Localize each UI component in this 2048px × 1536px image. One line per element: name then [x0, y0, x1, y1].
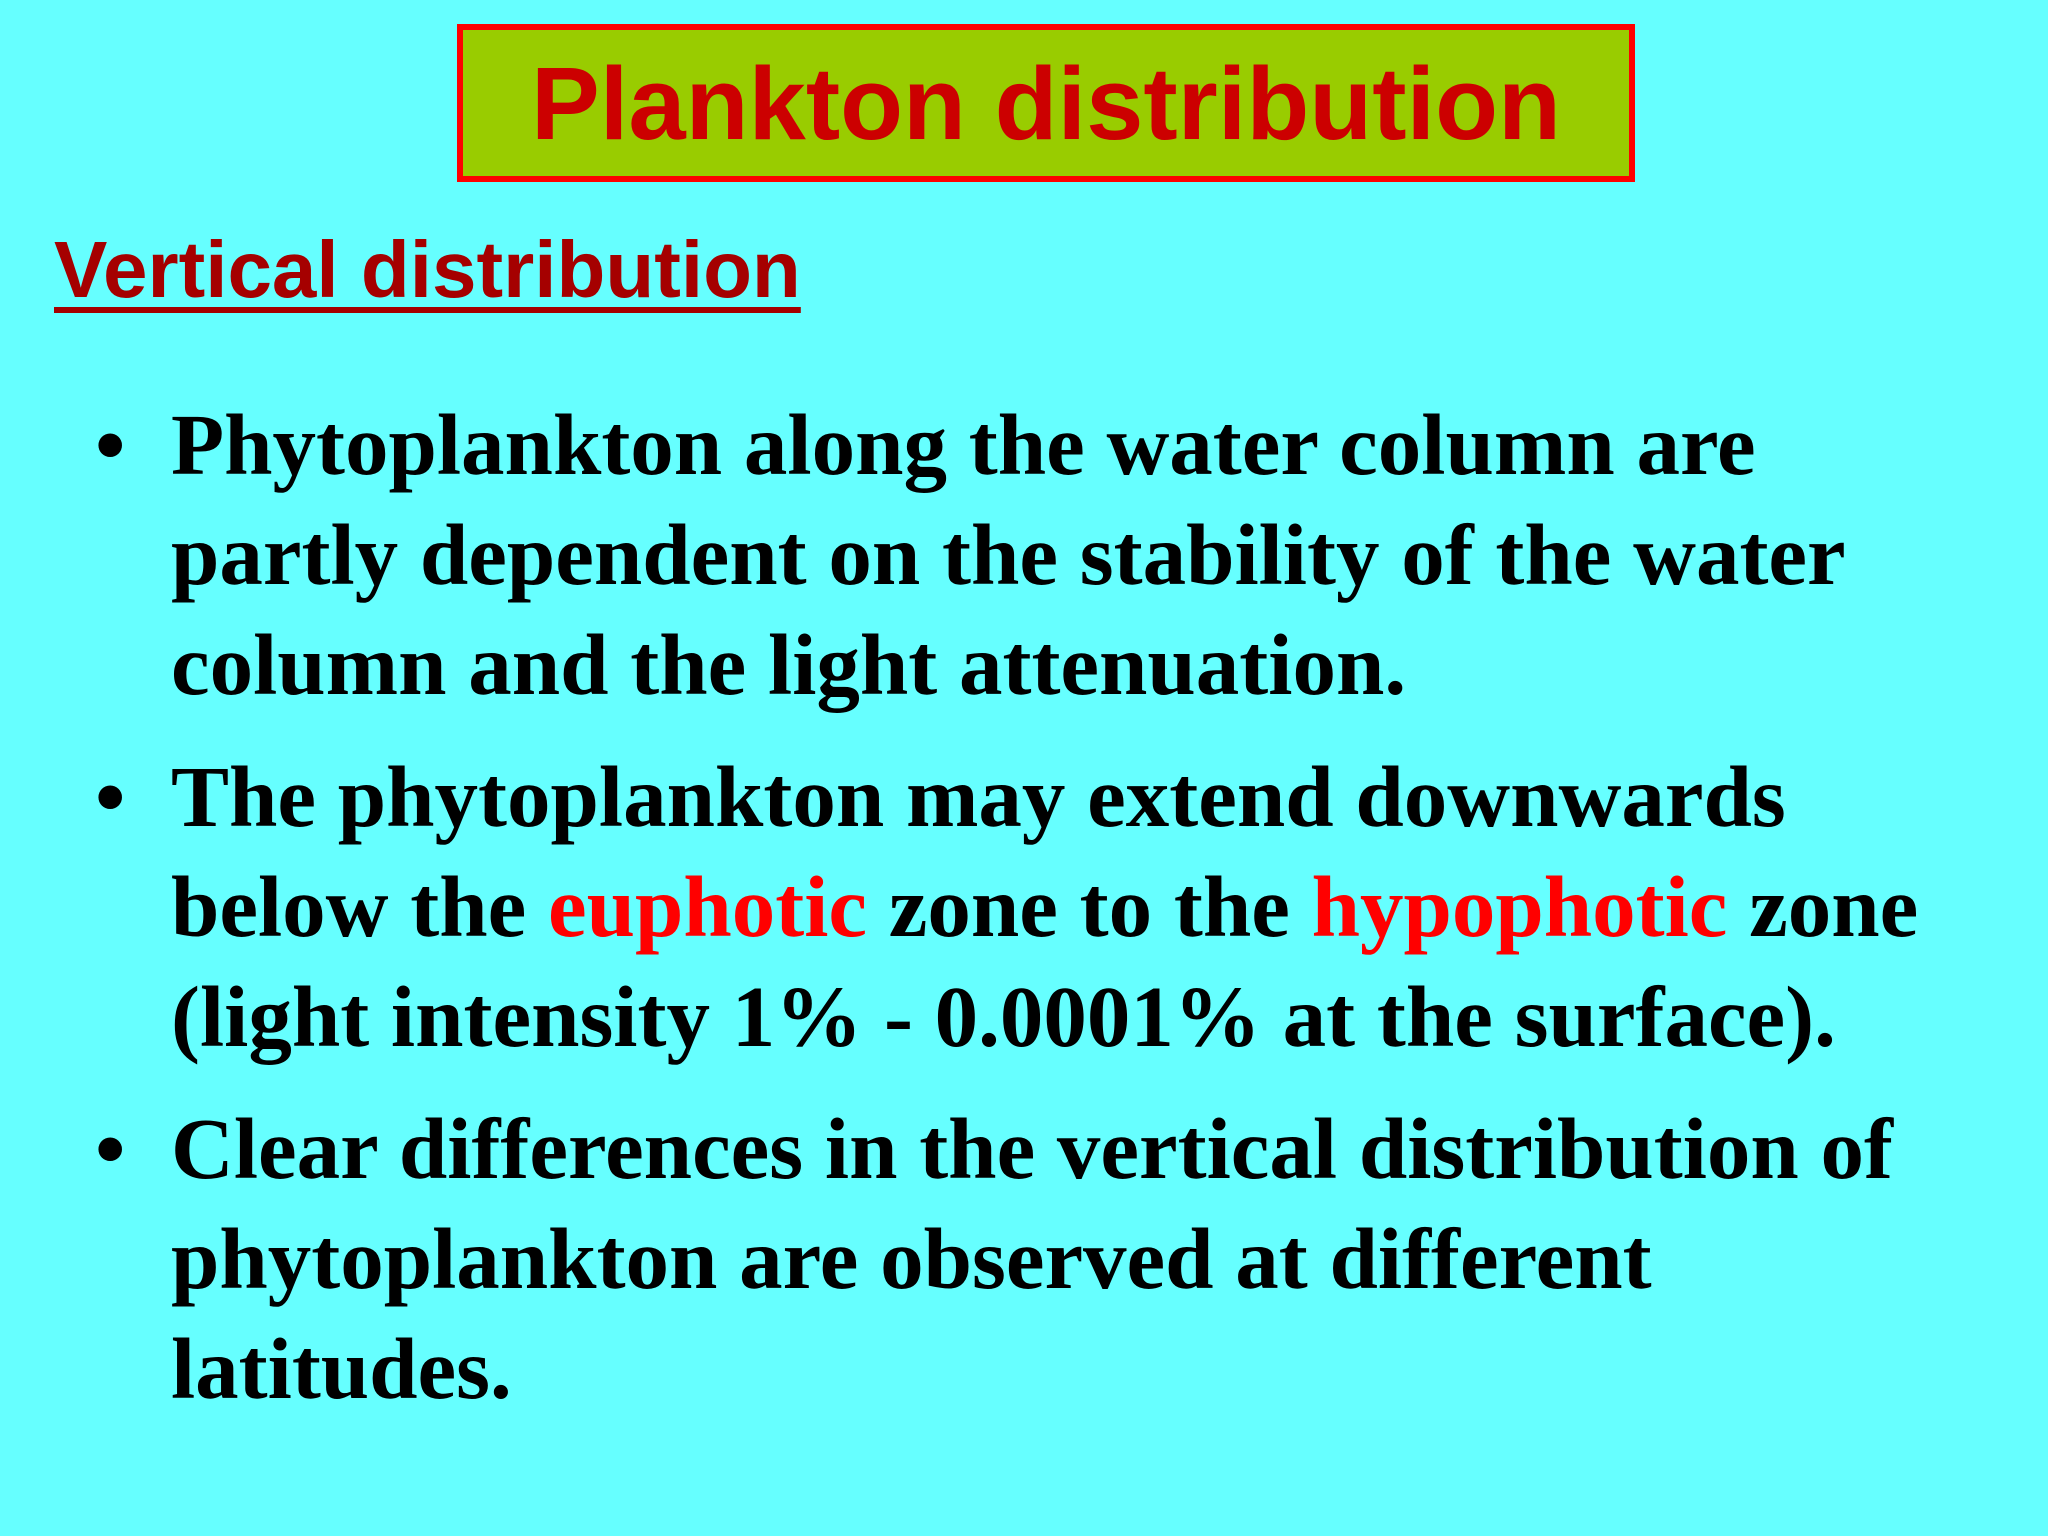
bullet-text-part: The phytoplankton may extend downwards b… [171, 748, 1786, 955]
bullet-icon: • [95, 396, 126, 493]
highlight-term-hypophotic: hypophotic [1311, 858, 1728, 955]
bullet-item-3: • Clear differences in the vertical dist… [95, 1094, 1995, 1424]
bullet-text: Clear differences in the vertical distri… [171, 1100, 1894, 1417]
title-box: Plankton distribution [457, 24, 1635, 182]
highlight-term-euphotic: euphotic [547, 858, 868, 955]
bullet-text-part: zone (light intensity 1% - 0.0001% at th… [171, 858, 1919, 1065]
bullet-item-1: • Phytoplankton along the water column a… [95, 390, 1995, 720]
slide-title: Plankton distribution [531, 45, 1561, 161]
bullet-icon: • [95, 748, 126, 845]
bullet-list: • Phytoplankton along the water column a… [95, 390, 1995, 1424]
bullet-item-2: • The phytoplankton may extend downwards… [95, 742, 1995, 1072]
bullet-text-part: zone to the [867, 858, 1312, 955]
section-heading: Vertical distribution [54, 225, 801, 314]
bullet-text: Phytoplankton along the water column are… [171, 396, 1845, 713]
bullet-icon: • [95, 1100, 126, 1197]
